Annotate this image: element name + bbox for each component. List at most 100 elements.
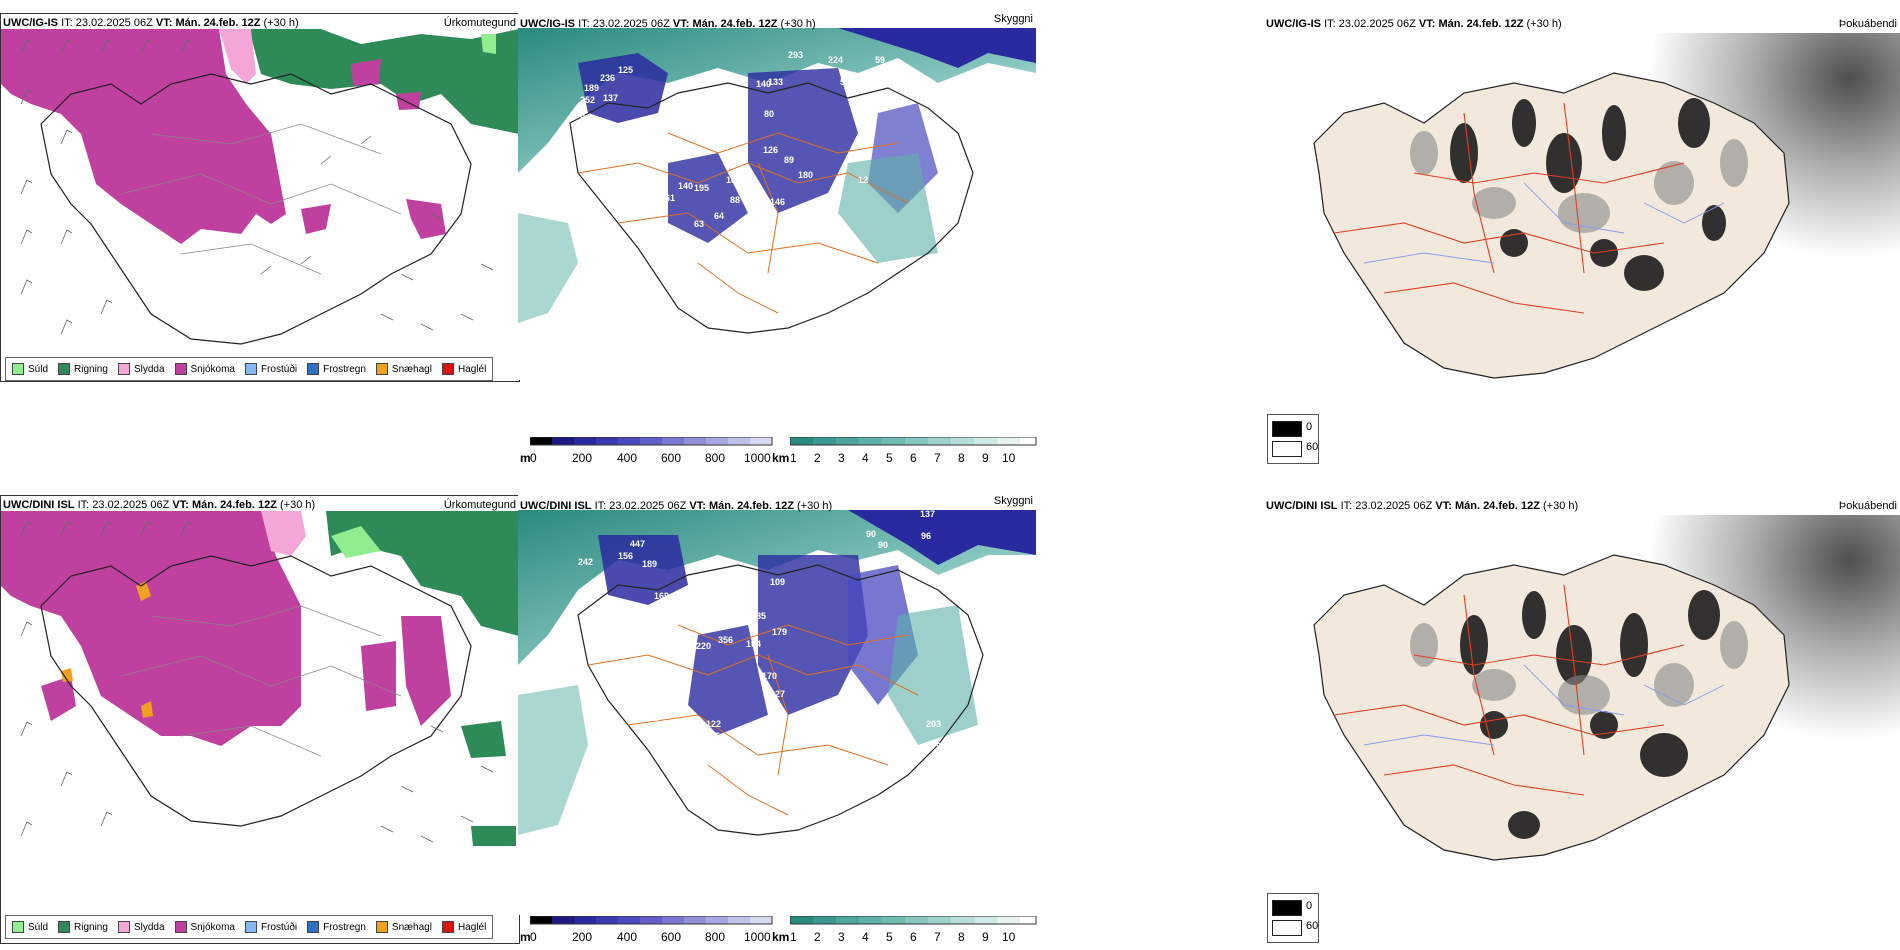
visibility-label: 189 — [584, 83, 599, 93]
init-time: 23.02.2025 06Z — [75, 17, 153, 29]
visibility-km-colorbar-bottom: km 1 2 3 4 5 6 7 8 9 10 — [772, 916, 1038, 946]
legend-swatch — [117, 921, 130, 933]
visibility-label: 188 — [726, 175, 741, 185]
init-label: IT: — [61, 17, 73, 29]
legend-label: Snæhagl — [391, 921, 432, 933]
legend-swatch — [174, 921, 187, 933]
valid-time: Mán. 24.feb. 12Z — [708, 500, 794, 512]
model-name: UWC/DINI ISL — [1266, 500, 1338, 512]
panel-header: UWC/IG-IS IT: 23.02.2025 06Z VT: Mán. 24… — [520, 18, 816, 30]
init-time: 23.02.2025 06Z — [1355, 500, 1433, 512]
tick: 600 — [661, 451, 682, 465]
legend-item-snaehagl: Snæhagl — [375, 363, 432, 375]
visibility-label: 205 — [693, 127, 708, 137]
fog-swatch-dark — [1272, 900, 1302, 916]
tick: 1 — [790, 930, 797, 944]
tick: 1000 — [744, 930, 771, 944]
legend-item-sudl: Súld — [12, 921, 48, 933]
tick: 6 — [910, 451, 917, 465]
visibility-label: 156 — [618, 551, 633, 561]
init-label: IT: — [594, 500, 607, 512]
visibility-label: 220 — [696, 641, 711, 651]
valid-label: VT: — [1418, 18, 1436, 30]
lead-time: (+30 h) — [263, 17, 299, 29]
visibility-label: 59 — [875, 55, 885, 65]
visibility-label: 356 — [718, 635, 733, 645]
legend-item-haglel: Haglél — [441, 921, 486, 933]
visibility-m-colorbar-bottom: m 0 200 400 600 800 1000 — [520, 916, 773, 946]
visibility-label: 195 — [694, 183, 709, 193]
lead-time: (+30 h) — [1526, 18, 1562, 30]
visibility-label: 55 — [840, 77, 850, 87]
tick: 800 — [705, 451, 726, 465]
tick: 400 — [617, 930, 638, 944]
visibility-label: 111 — [728, 115, 742, 125]
visibility-m-colorbar-top: m 0 200 400 600 800 1000 — [520, 437, 773, 467]
precip-type-legend: Súld Rigning Slydda Snjókoma Frostúði Fr… — [5, 357, 494, 381]
legend-label: Haglél — [457, 363, 487, 375]
model-name: UWC/DINI ISL — [3, 499, 75, 511]
legend-item-slydda: Slydda — [117, 363, 165, 375]
legend-swatch — [375, 921, 388, 933]
panel-title: Þokuábendi — [1838, 18, 1897, 30]
tick: 200 — [572, 930, 593, 944]
init-label: IT: — [578, 18, 590, 30]
legend-swatch — [58, 921, 71, 933]
visibility-label: 90 — [878, 540, 888, 550]
m-colorbar-swatches — [530, 916, 773, 925]
visibility-km-colorbar-top: km 1 2 3 4 5 6 7 8 9 10 — [772, 437, 1038, 467]
fog-label-dark: 0 — [1306, 900, 1313, 912]
model-name: UWC/IG-IS — [1266, 18, 1321, 30]
precip-type-map-bottom — [1, 511, 519, 846]
valid-label: VT: — [689, 500, 706, 512]
model-name: UWC/IG-IS — [520, 18, 575, 30]
visibility-label: 97 — [936, 741, 946, 751]
tick: 3 — [838, 930, 845, 944]
visibility-label: 124 — [678, 617, 693, 627]
legend-swatch — [117, 363, 130, 375]
panel-header: UWC/IG-IS IT: 23.02.2025 06Z VT: Mán. 24… — [3, 17, 299, 29]
visibility-label: 104 — [746, 639, 761, 649]
legend-swatch — [307, 363, 320, 375]
tick: 400 — [617, 451, 638, 465]
visibility-label: 261 — [660, 193, 675, 203]
tick: 4 — [862, 451, 869, 465]
fog-swatch-dark — [1272, 421, 1302, 437]
tick: 9 — [982, 930, 989, 944]
legend-item-snjokoma: Snjókoma — [174, 363, 235, 375]
valid-time: Mán. 24.feb. 12Z — [175, 17, 261, 29]
legend-label: Frostúði — [260, 363, 298, 375]
init-time: 23.02.2025 06Z — [92, 499, 170, 511]
visibility-label: 203 — [926, 719, 941, 729]
visibility-label: 63 — [694, 219, 704, 229]
visibility-label: 146 — [770, 197, 785, 207]
visibility-label: 242 — [578, 557, 593, 567]
init-label: IT: — [1340, 500, 1353, 512]
fog-map-bottom — [1313, 515, 1900, 861]
fog-label-light: 60 — [1306, 441, 1319, 453]
visibility-label: 142 — [588, 583, 603, 593]
visibility-label: 165 — [716, 131, 731, 141]
valid-label: VT: — [672, 18, 690, 30]
tick: 800 — [705, 930, 726, 944]
init-time: 23.02.2025 06Z — [1338, 18, 1416, 30]
precip-type-legend: Súld Rigning Slydda Snjókoma Frostúði Fr… — [5, 915, 494, 939]
visibility-label: 180 — [798, 170, 813, 180]
visibility-label: 143 — [834, 731, 849, 741]
visibility-label: 140 — [678, 181, 693, 191]
tick: 5 — [886, 930, 893, 944]
visibility-map-top: 59 224 293 180 125 236 189 252 137 138 1… — [518, 28, 1036, 334]
visibility-label: 293 — [788, 50, 803, 60]
legend-item-frostudi: Frostúði — [244, 363, 298, 375]
precip-type-panel-bottom: UWC/DINI ISL IT: 23.02.2025 06Z VT: Mán.… — [0, 495, 520, 944]
km-colorbar-swatches — [790, 437, 1037, 446]
legend-label: Súld — [28, 363, 49, 375]
fog-swatch-light — [1272, 920, 1302, 936]
legend-label: Frostregn — [323, 921, 366, 933]
legend-item-frostudi: Frostúði — [244, 921, 297, 933]
legend-label: Rigning — [74, 921, 108, 933]
visibility-panel-top: 59 224 293 180 125 236 189 252 137 138 1… — [518, 13, 1036, 380]
legend-item-rigning: Rigning — [58, 363, 108, 375]
tick: 0 — [530, 451, 537, 465]
valid-label: VT: — [155, 17, 173, 29]
